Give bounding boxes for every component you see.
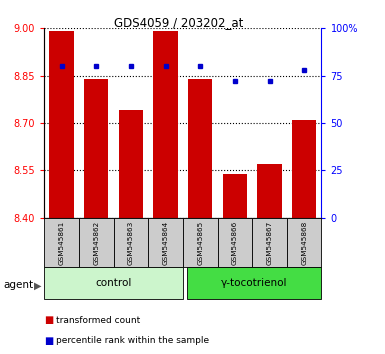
Bar — [188, 79, 213, 218]
Text: GSM545867: GSM545867 — [266, 220, 273, 265]
Text: percentile rank within the sample: percentile rank within the sample — [56, 336, 209, 345]
FancyBboxPatch shape — [252, 218, 287, 267]
Text: GSM545864: GSM545864 — [162, 220, 169, 265]
Text: GSM545863: GSM545863 — [128, 220, 134, 265]
FancyBboxPatch shape — [44, 267, 183, 299]
FancyBboxPatch shape — [183, 218, 218, 267]
Text: GSM545866: GSM545866 — [232, 220, 238, 265]
Text: ■: ■ — [44, 315, 54, 325]
FancyBboxPatch shape — [79, 218, 114, 267]
Bar — [223, 173, 247, 218]
Text: GSM545865: GSM545865 — [197, 220, 203, 265]
Text: GSM545861: GSM545861 — [59, 220, 65, 265]
Text: GSM545868: GSM545868 — [301, 220, 307, 265]
Bar — [119, 110, 143, 218]
FancyBboxPatch shape — [287, 218, 321, 267]
Bar — [257, 164, 282, 218]
FancyBboxPatch shape — [148, 218, 183, 267]
Text: control: control — [95, 278, 132, 288]
Bar — [84, 79, 109, 218]
FancyBboxPatch shape — [44, 218, 79, 267]
Text: transformed count: transformed count — [56, 316, 140, 325]
Text: GDS4059 / 203202_at: GDS4059 / 203202_at — [114, 16, 244, 29]
Text: ▶: ▶ — [34, 281, 41, 291]
Text: ■: ■ — [44, 336, 54, 346]
Bar — [49, 32, 74, 218]
Bar — [292, 120, 316, 218]
FancyBboxPatch shape — [114, 218, 148, 267]
Text: agent: agent — [4, 280, 34, 290]
FancyBboxPatch shape — [218, 218, 252, 267]
Bar — [153, 32, 177, 218]
Text: GSM545862: GSM545862 — [93, 220, 99, 265]
Text: γ-tocotrienol: γ-tocotrienol — [221, 278, 288, 288]
FancyBboxPatch shape — [187, 267, 321, 299]
